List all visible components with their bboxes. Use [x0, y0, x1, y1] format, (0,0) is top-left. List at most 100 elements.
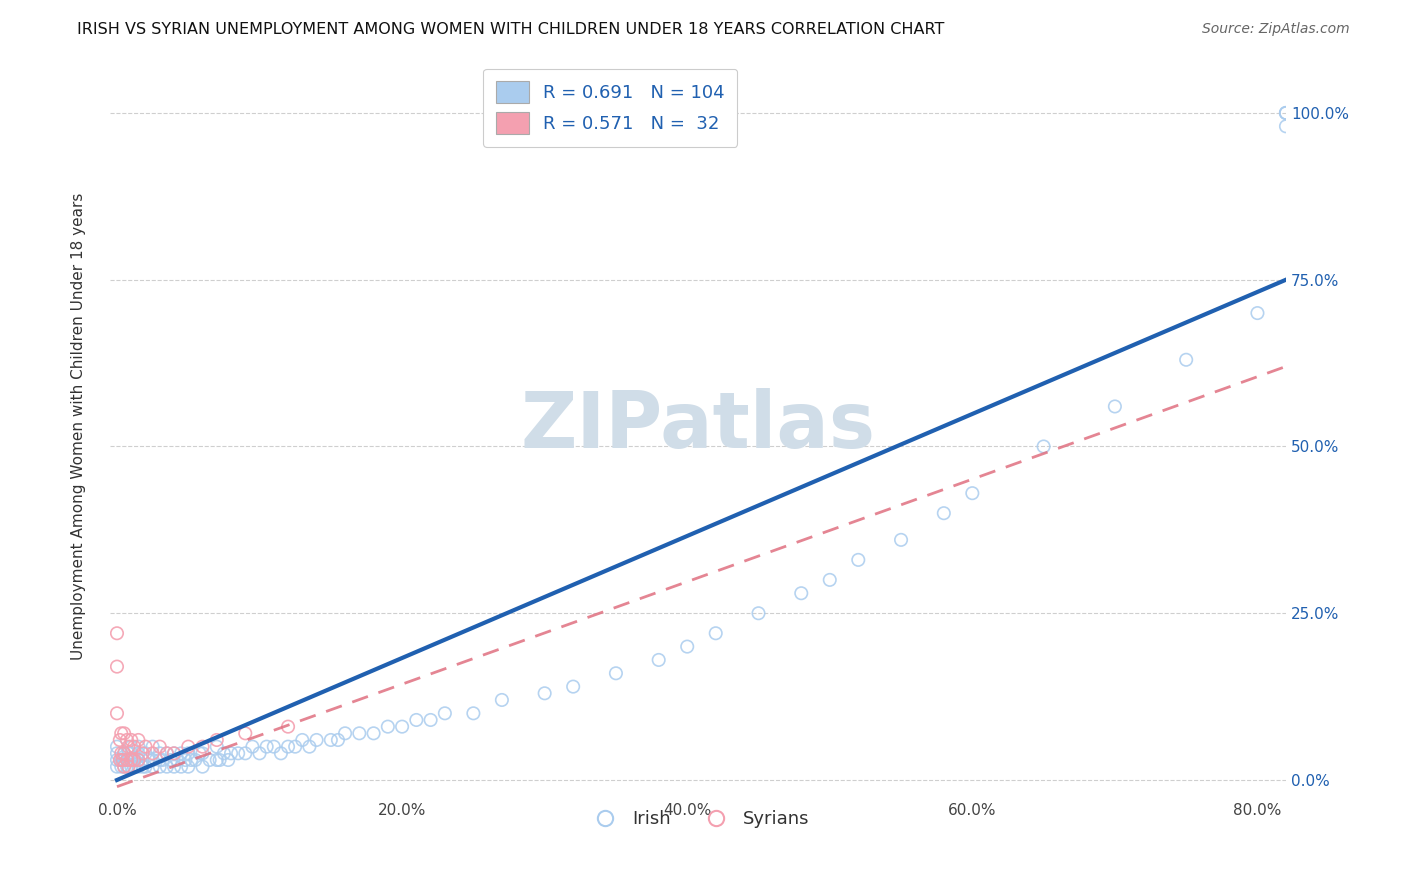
Point [177, 739, 200, 754]
Point [160, 753, 183, 767]
Point [110, 726, 132, 740]
Point [131, 747, 153, 761]
Point [117, 739, 139, 754]
Point [263, 739, 285, 754]
Point [120, 753, 142, 767]
Point [134, 759, 156, 773]
Point [1175, 352, 1198, 367]
Point [105, 706, 128, 721]
Point [198, 753, 221, 767]
Y-axis label: Unemployment Among Women with Children Under 18 years: Unemployment Among Women with Children U… [72, 193, 86, 660]
Point [191, 747, 214, 761]
Point [127, 739, 149, 754]
Point [108, 733, 131, 747]
Point [163, 747, 186, 761]
Point [433, 706, 456, 721]
Point [117, 753, 139, 767]
Point [112, 753, 135, 767]
Point [149, 759, 172, 773]
Point [704, 626, 727, 640]
Point [233, 747, 256, 761]
Point [152, 753, 174, 767]
Point [131, 753, 153, 767]
Point [217, 753, 239, 767]
Point [163, 759, 186, 773]
Point [131, 759, 153, 773]
Point [134, 747, 156, 761]
Point [188, 747, 211, 761]
Point [122, 759, 145, 773]
Point [105, 659, 128, 673]
Point [112, 726, 135, 740]
Point [1104, 400, 1126, 414]
Point [270, 747, 292, 761]
Point [156, 747, 179, 761]
Point [205, 739, 228, 754]
Point [277, 720, 299, 734]
Point [127, 753, 149, 767]
Point [1275, 106, 1298, 120]
Point [156, 759, 179, 773]
Point [127, 747, 149, 761]
Point [533, 686, 555, 700]
Point [219, 747, 242, 761]
Point [284, 739, 307, 754]
Point [205, 753, 228, 767]
Point [463, 706, 485, 721]
Point [191, 739, 214, 754]
Point [115, 753, 138, 767]
Point [1275, 106, 1298, 120]
Point [115, 733, 138, 747]
Point [120, 753, 142, 767]
Point [291, 733, 314, 747]
Point [110, 759, 132, 773]
Point [105, 759, 128, 773]
Point [242, 739, 264, 754]
Point [122, 739, 145, 754]
Point [122, 753, 145, 767]
Point [1275, 106, 1298, 120]
Point [117, 759, 139, 773]
Point [174, 753, 197, 767]
Point [277, 739, 299, 754]
Point [170, 759, 193, 773]
Point [226, 747, 249, 761]
Point [647, 653, 669, 667]
Point [112, 747, 135, 761]
Point [163, 747, 186, 761]
Point [180, 753, 202, 767]
Point [142, 759, 165, 773]
Legend: Irish, Syrians: Irish, Syrians [579, 803, 817, 836]
Point [1246, 306, 1268, 320]
Point [249, 747, 271, 761]
Point [676, 640, 699, 654]
Point [156, 747, 179, 761]
Point [120, 747, 142, 761]
Point [605, 666, 627, 681]
Point [419, 713, 441, 727]
Point [170, 747, 193, 761]
Text: IRISH VS SYRIAN UNEMPLOYMENT AMONG WOMEN WITH CHILDREN UNDER 18 YEARS CORRELATIO: IRISH VS SYRIAN UNEMPLOYMENT AMONG WOMEN… [77, 22, 945, 37]
Point [120, 759, 142, 773]
Point [305, 733, 328, 747]
Point [110, 753, 132, 767]
Point [562, 680, 585, 694]
Point [177, 759, 200, 773]
Point [110, 747, 132, 761]
Point [117, 759, 139, 773]
Point [405, 713, 427, 727]
Point [105, 747, 128, 761]
Point [208, 753, 231, 767]
Point [134, 739, 156, 754]
Point [212, 747, 235, 761]
Point [391, 720, 413, 734]
Point [846, 553, 869, 567]
Point [122, 753, 145, 767]
Point [818, 573, 841, 587]
Point [105, 753, 128, 767]
Point [890, 533, 912, 547]
Point [142, 753, 165, 767]
Point [256, 739, 278, 754]
Point [105, 739, 128, 754]
Point [191, 759, 214, 773]
